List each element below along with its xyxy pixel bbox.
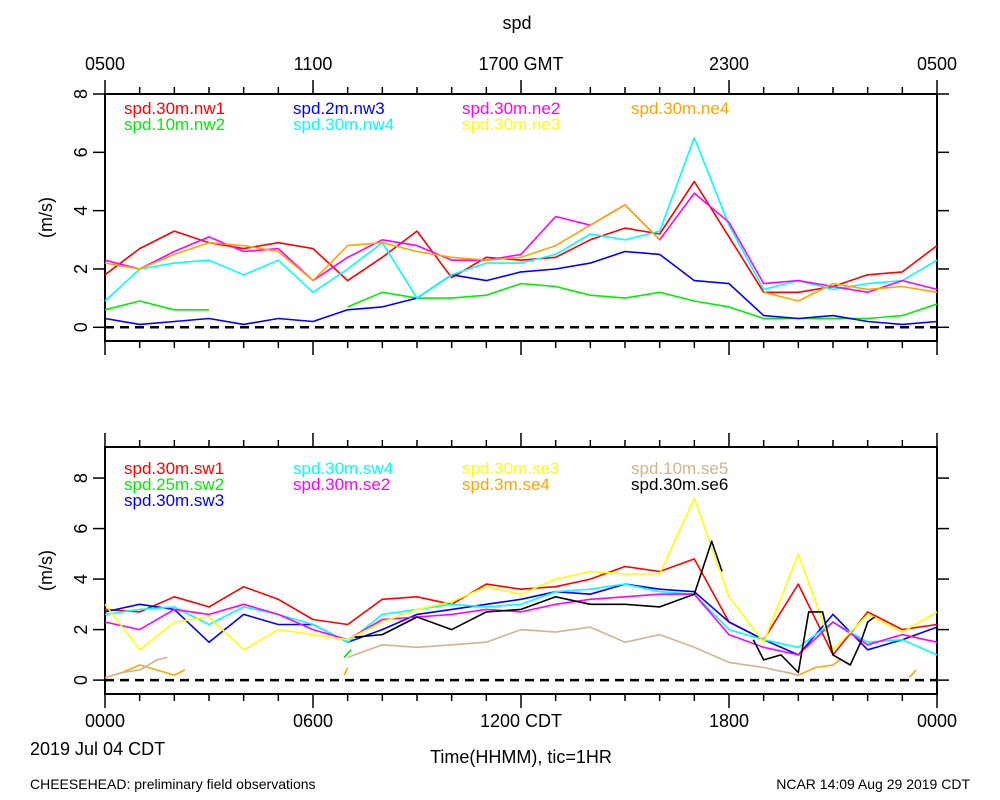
y-tick-label: 0 [71, 322, 91, 332]
series-line-spd-30m-nw4 [104, 136, 938, 302]
series-line-spd-10m-nw2 [104, 282, 938, 320]
y-tick-label: 8 [71, 89, 91, 99]
y-tick-label: 4 [71, 206, 91, 216]
series-line-spd-30m-sw4 [104, 583, 938, 656]
legend-entry: spd.10m.se5 [631, 459, 728, 478]
bottom-axis-tick-label: 1800 [709, 711, 749, 731]
series-line-spd-25m-sw2 [343, 649, 352, 658]
y-axis-label: (m/s) [36, 550, 56, 591]
chart-title: spd [502, 13, 531, 33]
top-axis-tick-label: 0500 [917, 54, 957, 74]
y-tick-label: 4 [71, 574, 91, 584]
series-line-spd-2m-nw3 [104, 250, 938, 326]
x-axis-label: Time(HHMM), tic=1HR [430, 747, 612, 767]
top-axis-tick-label: 1100 [294, 54, 333, 74]
series-line-spd-10m-se5 [104, 626, 799, 679]
legend-entry: spd.30m.nw1 [124, 99, 225, 118]
footer-right: NCAR 14:09 Aug 29 2019 CDT [776, 776, 970, 792]
legend-entry: spd.2m.nw3 [293, 99, 385, 118]
legend-entry: spd.30m.se2 [293, 475, 390, 494]
legend-entry: spd.30m.ne4 [631, 99, 729, 118]
legend-entry: spd.30m.sw1 [124, 459, 224, 478]
legend-entry: spd.30m.se3 [462, 459, 559, 478]
legend-entry: spd.3m.se4 [462, 475, 550, 494]
legend-entry: spd.10m.nw2 [124, 115, 225, 134]
y-tick-label: 6 [71, 524, 91, 534]
series-line-spd-30m-ne4 [104, 204, 938, 302]
y-tick-label: 8 [71, 473, 91, 483]
legend-entry: spd.30m.ne3 [462, 115, 560, 134]
legend-entry: spd.30m.se6 [631, 475, 728, 494]
panel-2: 02468(m/s)spd.30m.sw1spd.25m.sw2spd.30m.… [36, 433, 949, 708]
top-axis-tick-label: 0500 [85, 54, 125, 74]
series-line-spd-30m-se6 [354, 540, 876, 674]
y-tick-label: 6 [71, 147, 91, 157]
y-tick-label: 0 [71, 675, 91, 685]
series-line-spd-30m-nw1 [104, 180, 938, 294]
legend-entry: spd.25m.sw2 [124, 475, 224, 494]
top-axis-tick-label: 1700 GMT [478, 54, 563, 74]
y-tick-label: 2 [71, 264, 91, 274]
series-line-spd-3m-se4 [104, 659, 917, 679]
legend-entry: spd.30m.sw4 [293, 459, 393, 478]
series-line-spd-30m-se3 [104, 497, 938, 651]
footer-left: CHEESEHEAD: preliminary field observatio… [30, 776, 316, 792]
bottom-axis-tick-label: 0000 [917, 711, 957, 731]
bottom-axis-tick-label: 0000 [85, 711, 125, 731]
top-axis-tick-label: 2300 [709, 54, 749, 74]
y-tick-label: 2 [71, 625, 91, 635]
series-line-spd-30m-ne2 [104, 192, 938, 294]
legend-entry: spd.30m.nw4 [293, 115, 394, 134]
bottom-axis-tick-label: 1200 CDT [480, 711, 562, 731]
series-line-spd-30m-sw1 [104, 558, 938, 656]
series-line-spd-30m-se2 [104, 593, 938, 656]
legend-entry: spd.30m.ne2 [462, 99, 560, 118]
legend-entry: spd.30m.sw3 [124, 491, 224, 510]
date-label: 2019 Jul 04 CDT [30, 739, 165, 759]
y-axis-label: (m/s) [36, 197, 56, 238]
bottom-axis-tick-label: 0600 [293, 711, 333, 731]
